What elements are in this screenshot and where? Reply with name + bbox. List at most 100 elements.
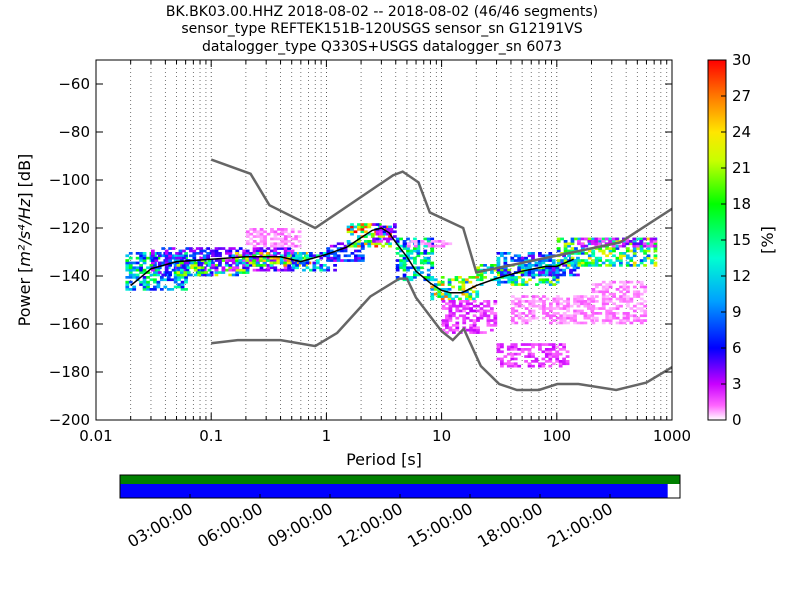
density-cell [573, 314, 577, 318]
density-cell [558, 343, 563, 346]
density-cell [615, 307, 620, 310]
density-cell [211, 252, 215, 255]
density-cell [441, 242, 446, 246]
density-cell [433, 278, 438, 282]
density-cell [649, 237, 654, 241]
density-cell [493, 324, 498, 327]
density-cell [214, 266, 219, 270]
density-cell [653, 256, 658, 260]
density-cell [283, 266, 288, 270]
density-cell [430, 252, 435, 255]
density-cell [462, 307, 467, 310]
density-cell [406, 247, 410, 250]
density-cell [626, 304, 630, 308]
density-cell [153, 268, 157, 272]
density-cell [193, 261, 198, 265]
density-cell [577, 242, 581, 246]
density-cell [580, 252, 585, 255]
density-cell [493, 312, 498, 315]
density-cell [259, 232, 264, 236]
density-cell [605, 300, 610, 303]
density-cell [528, 319, 532, 322]
y-tick-label: −80 [58, 123, 90, 141]
density-cell [381, 244, 386, 248]
density-cell [392, 230, 397, 234]
density-cell [493, 319, 498, 322]
density-cell [639, 314, 644, 318]
density-cell [249, 232, 254, 236]
density-cell [632, 252, 637, 255]
density-cell [601, 261, 606, 265]
density-cell [531, 268, 535, 272]
density-cell [374, 244, 379, 248]
density-cell [555, 345, 560, 349]
density-cell [159, 278, 164, 282]
density-cell [598, 290, 603, 294]
density-cell [538, 307, 543, 310]
density-cell [479, 314, 484, 318]
density-cell [273, 254, 278, 258]
density-cell [510, 278, 515, 282]
density-cell [615, 297, 620, 301]
density-cell [206, 247, 211, 250]
density-cell [577, 240, 581, 243]
density-cell [517, 256, 522, 260]
density-cell [598, 307, 603, 310]
density-cell [182, 249, 186, 253]
density-cell [263, 244, 267, 248]
density-cell [566, 297, 571, 301]
density-cell [336, 242, 341, 246]
density-cell [535, 300, 539, 303]
density-cell [490, 266, 494, 270]
density-cell [517, 348, 522, 351]
density-cell [238, 259, 243, 262]
density-cell [615, 240, 620, 243]
density-cell [605, 259, 609, 262]
y-tick-label: −200 [49, 411, 90, 429]
colorbar-tick-label: 27 [732, 87, 751, 105]
density-cell [182, 261, 186, 265]
density-cell [178, 264, 183, 267]
density-cell [629, 249, 634, 253]
density-cell [548, 355, 553, 358]
density-cell [168, 247, 173, 250]
density-cell [545, 297, 550, 301]
density-cell [346, 240, 351, 243]
density-cell [559, 302, 564, 306]
density-cell [462, 309, 467, 313]
density-cell [402, 266, 407, 270]
density-cell [574, 261, 578, 265]
density-cell [409, 249, 414, 253]
density-cell [156, 256, 161, 260]
density-cell [565, 355, 570, 358]
density-cell [622, 242, 626, 246]
x-axis-ticks: 0.01 0.1 1 10 100 1000 [79, 60, 691, 445]
density-cell [622, 321, 627, 325]
density-cell [413, 242, 418, 246]
density-cell [639, 302, 644, 306]
density-cell [304, 252, 308, 255]
density-cell [153, 264, 157, 267]
density-cell [455, 321, 460, 325]
density-cell [538, 362, 542, 366]
time-tick-label: 06:00:00 [194, 499, 266, 551]
density-cell [266, 259, 270, 262]
density-cell [357, 223, 361, 226]
density-cell [521, 319, 526, 322]
density-cell [475, 292, 480, 296]
density-cell [569, 304, 574, 308]
density-cell [591, 261, 596, 265]
density-cell [283, 249, 288, 253]
density-cell [583, 314, 588, 318]
density-cell [445, 331, 449, 334]
density-cell [419, 271, 424, 274]
density-cell [272, 252, 277, 255]
density-cell [375, 223, 380, 226]
density-cell [573, 321, 577, 325]
density-cell [157, 261, 162, 265]
density-cell [252, 259, 256, 262]
density-cell [295, 256, 299, 260]
density-cell [326, 256, 331, 260]
density-cell [279, 261, 284, 265]
density-cell [451, 297, 455, 301]
